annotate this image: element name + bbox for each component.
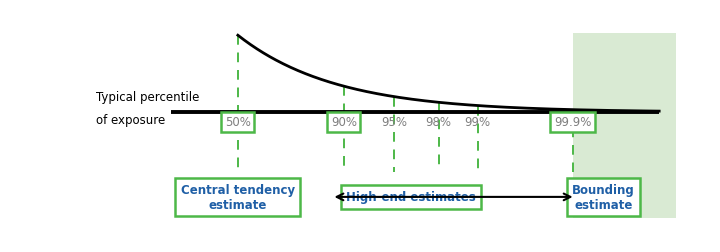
Text: 95%: 95%	[381, 116, 407, 129]
Text: Bounding
estimate: Bounding estimate	[572, 183, 635, 211]
Text: High-end estimates: High-end estimates	[346, 191, 476, 204]
Bar	[572, 34, 676, 218]
Text: 50%: 50%	[225, 116, 251, 129]
Text: Central tendency
estimate: Central tendency estimate	[181, 183, 295, 211]
Text: 90%: 90%	[331, 116, 357, 129]
Text: 99%: 99%	[464, 116, 491, 129]
Text: Typical percentile: Typical percentile	[96, 91, 199, 104]
Text: 98%: 98%	[426, 116, 451, 129]
Text: 99.9%: 99.9%	[554, 116, 591, 129]
Text: of exposure: of exposure	[96, 114, 165, 127]
